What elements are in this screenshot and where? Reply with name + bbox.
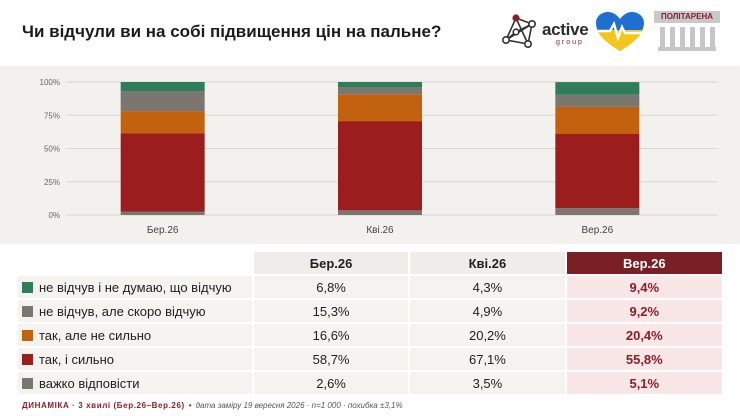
footer-lead: ДИНАМІКА · 3 хвилі (Бер.26–Вер.26)	[22, 401, 185, 410]
x-tick-label: Кві.26	[366, 225, 394, 236]
row-label: важко відповісти	[39, 375, 140, 391]
active-sub-text: group	[556, 39, 584, 46]
table-row: не відчув, але скоро відчую 15,3% 4,9% 9…	[16, 298, 725, 324]
bar-segment	[555, 134, 640, 209]
legend-swatch	[22, 281, 33, 293]
footer-separator: •	[188, 401, 192, 410]
y-tick-label: 25%	[44, 178, 60, 187]
columns-icon	[658, 25, 716, 51]
active-group-logo: active group	[498, 10, 589, 56]
y-tick-label: 50%	[44, 145, 60, 154]
table-cell: 20,2%	[408, 322, 567, 348]
table-corner	[16, 250, 254, 276]
legend-swatch	[22, 329, 33, 341]
table-cell-highlighted: 5,1%	[564, 370, 725, 396]
bar-segment	[555, 82, 640, 95]
table-cell: 3,5%	[408, 370, 567, 396]
network-icon	[502, 14, 536, 48]
bar-segment	[338, 94, 422, 122]
table-cell: 4,9%	[408, 298, 567, 324]
table-cell-highlighted: 55,8%	[564, 346, 725, 372]
footer: ДИНАМІКА · 3 хвилі (Бер.26–Вер.26) • дата …	[22, 401, 403, 410]
bar-segment	[338, 210, 422, 215]
bar-segment	[120, 133, 205, 212]
table-cell: 6,8%	[251, 274, 411, 300]
active-brand-text: active	[542, 20, 589, 39]
bar-segment	[338, 121, 422, 211]
table-header-row: Бер.26 Кві.26 Вер.26	[16, 250, 725, 276]
x-tick-label: Вер.26	[581, 225, 613, 236]
column-header-highlighted: Вер.26	[564, 250, 725, 276]
header: Чи відчули ви на собі підвищення цін на …	[0, 0, 740, 66]
table-row: так, і сильно 58,7% 67,1% 55,8%	[16, 346, 725, 372]
bar-segment	[338, 87, 422, 95]
footer-meta: дата заміру 19 вересня 2026 · n=1 000 · …	[195, 401, 403, 410]
x-tick-label: Бер.26	[147, 225, 179, 236]
table-cell: 4,3%	[408, 274, 567, 300]
y-tick-label: 0%	[48, 211, 60, 220]
bar-segment	[555, 208, 640, 215]
bar-segment	[555, 106, 640, 135]
column-header: Бер.26	[251, 250, 411, 276]
table-cell: 67,1%	[408, 346, 567, 372]
legend-swatch	[22, 305, 33, 317]
table-row: важко відповісти 2,6% 3,5% 5,1%	[16, 370, 725, 396]
table-cell: 58,7%	[251, 346, 411, 372]
stacked-bar-chart: 0% 25% 50% 75% 100% Бер.26 Кві.26 Вер.26	[40, 78, 718, 236]
table-cell: 2,6%	[251, 370, 411, 396]
page-title: Чи відчули ви на собі підвищення цін на …	[22, 22, 442, 41]
legend-swatch	[22, 353, 33, 365]
table-row: не відчув і не думаю, що відчую 6,8% 4,3…	[16, 274, 725, 300]
bar-segment	[338, 82, 422, 88]
politarena-logo: ПОЛІТАРЕНА	[654, 11, 720, 53]
politarena-text: ПОЛІТАРЕНА	[654, 11, 720, 23]
bar-segment	[120, 211, 205, 215]
table-cell: 15,3%	[251, 298, 411, 324]
table-cell: 16,6%	[251, 322, 411, 348]
chart-panel: 0% 25% 50% 75% 100% Бер.26 Кві.26 Вер.26	[0, 66, 740, 244]
ukraine-heart-icon	[594, 11, 646, 53]
bar-segment	[120, 111, 205, 134]
table-cell-highlighted: 9,2%	[564, 298, 725, 324]
table-cell-highlighted: 20,4%	[564, 322, 725, 348]
row-label: так, але не сильно	[39, 327, 152, 343]
column-header: Кві.26	[408, 250, 567, 276]
row-label: не відчув, але скоро відчую	[39, 303, 206, 319]
results-table: Бер.26 Кві.26 Вер.26 не відчув і не дума…	[16, 250, 725, 396]
bar-segment	[120, 91, 205, 112]
row-label: так, і сильно	[39, 351, 114, 367]
row-label: не відчув і не думаю, що відчую	[39, 279, 232, 295]
table-cell-highlighted: 9,4%	[564, 274, 725, 300]
bar-segment	[555, 94, 640, 107]
y-tick-label: 75%	[44, 111, 60, 120]
legend-swatch	[22, 377, 33, 389]
bar-segment	[120, 82, 205, 92]
table-row: так, але не сильно 16,6% 20,2% 20,4%	[16, 322, 725, 348]
y-tick-label: 100%	[40, 78, 60, 87]
